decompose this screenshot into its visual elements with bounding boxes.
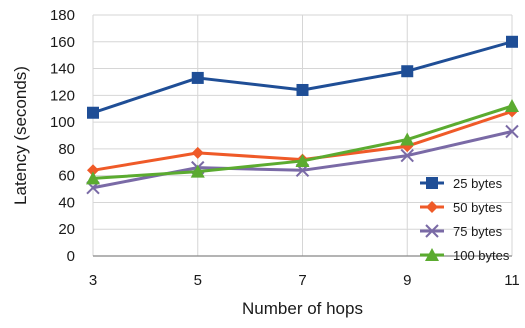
x-tick-label: 7 — [298, 272, 306, 289]
legend-item: 100 bytes — [420, 248, 510, 263]
data-point — [506, 35, 518, 48]
data-point — [400, 148, 414, 163]
data-point — [86, 171, 100, 185]
series-100-bytes — [86, 99, 519, 185]
y-tick-labels: 0 20 40 60 80 100 120 140 160 180 — [50, 7, 75, 265]
y-tick-label: 60 — [58, 168, 75, 185]
x-tick-labels: 3 5 7 9 11 — [89, 272, 520, 289]
legend-item: 50 bytes — [420, 200, 503, 215]
y-tick-label: 120 — [50, 87, 75, 104]
series-lines — [86, 35, 519, 195]
data-point — [296, 83, 309, 96]
series-25-bytes — [87, 35, 518, 119]
legend: 25 bytes 50 bytes 75 bytes 100 bytes — [420, 176, 510, 263]
x-tick-label: 5 — [194, 272, 202, 289]
data-point — [401, 65, 414, 78]
x-tick-label: 3 — [89, 272, 97, 289]
marker-stroke — [505, 124, 519, 139]
x-tick-label: 9 — [403, 272, 411, 289]
y-tick-label: 0 — [67, 248, 75, 265]
legend-item: 75 bytes — [420, 224, 503, 239]
legend-label: 25 bytes — [453, 176, 503, 191]
marker-stroke — [400, 148, 414, 163]
data-point — [87, 164, 99, 177]
y-tick-label: 180 — [50, 7, 75, 24]
data-point — [400, 132, 415, 146]
y-tick-label: 40 — [58, 194, 75, 211]
y-tick-label: 80 — [58, 141, 75, 158]
x-axis-title: Number of hops — [242, 299, 363, 318]
legend-swatch-marker — [425, 224, 439, 238]
data-point — [295, 153, 310, 167]
legend-swatch-marker — [425, 248, 439, 261]
legend-label: 50 bytes — [453, 200, 503, 215]
legend-swatch-marker — [426, 177, 438, 189]
x-tick-label: 11 — [504, 272, 520, 289]
data-point — [505, 99, 519, 113]
legend-item: 25 bytes — [420, 176, 503, 191]
legend-label: 75 bytes — [453, 224, 503, 239]
marker-stroke — [425, 224, 439, 238]
legend-swatch-marker — [426, 201, 438, 213]
legend-label: 100 bytes — [453, 248, 510, 263]
data-point — [505, 124, 519, 139]
y-tick-label: 140 — [50, 61, 75, 78]
y-axis-title: Latency (seconds) — [11, 66, 30, 205]
data-point — [87, 106, 99, 119]
y-tick-label: 100 — [50, 114, 75, 131]
data-point — [191, 146, 204, 159]
y-tick-label: 160 — [50, 34, 75, 51]
gridlines — [92, 14, 513, 256]
data-point — [190, 164, 205, 178]
data-point — [191, 71, 204, 84]
y-tick-label: 20 — [58, 221, 75, 238]
